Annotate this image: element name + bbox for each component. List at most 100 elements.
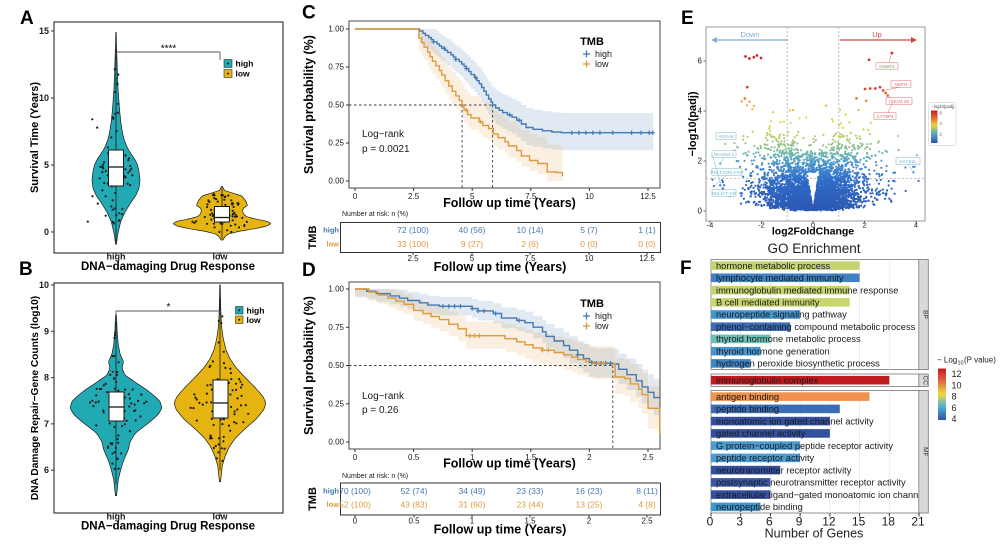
svg-text:TMB: TMB (580, 36, 604, 48)
svg-text:1.00: 1.00 (328, 25, 344, 34)
svg-text:0: 0 (698, 207, 703, 216)
svg-text:0.00: 0.00 (328, 177, 344, 186)
svg-text:0.75: 0.75 (328, 63, 344, 72)
svg-text:phenol−containing compound met: phenol−containing compound metabolic pro… (716, 322, 916, 332)
svg-text:10: 10 (958, 361, 964, 367)
svg-text:Number at risk: n (%): Number at risk: n (%) (342, 473, 408, 480)
svg-text:5: 5 (44, 160, 49, 170)
svg-text:2.5: 2.5 (408, 192, 420, 201)
svg-text:Survival probability (%): Survival probability (%) (302, 296, 316, 435)
svg-text:postsynaptic neurotransmitter: postsynaptic neurotransmitter receptor a… (716, 478, 906, 488)
svg-text:peptide receptor activity: peptide receptor activity (716, 453, 815, 463)
svg-text:F: F (680, 258, 692, 279)
svg-text:10 (14): 10 (14) (517, 225, 544, 235)
svg-text:2: 2 (862, 221, 866, 230)
svg-text:immunoglobulin complex: immunoglobulin complex (716, 375, 819, 385)
svg-text:0.50: 0.50 (328, 361, 344, 370)
svg-text:2.5: 2.5 (641, 517, 653, 526)
svg-text:Up: Up (872, 30, 882, 39)
svg-text:Log−rank: Log−rank (362, 129, 405, 140)
svg-text:low: low (327, 500, 340, 509)
svg-text:10: 10 (39, 93, 49, 103)
svg-text:C: C (302, 3, 316, 24)
svg-text:high: high (595, 311, 612, 321)
svg-text:E: E (681, 8, 694, 29)
svg-text:Down: Down (740, 30, 759, 39)
svg-text:high: high (247, 306, 265, 316)
svg-text:NEFH: NEFH (895, 82, 907, 87)
svg-text:thyroid hormone generation: thyroid hormone generation (716, 346, 830, 356)
svg-text:Follow up time (Years): Follow up time (Years) (434, 523, 567, 537)
svg-text:31 (60): 31 (60) (459, 500, 486, 510)
svg-text:12.5: 12.5 (639, 254, 655, 263)
svg-text:TMB: TMB (307, 226, 319, 250)
svg-text:1.5: 1.5 (525, 453, 537, 462)
svg-text:****: **** (161, 44, 177, 55)
svg-text:− Log: − Log (937, 356, 957, 365)
svg-text:2.5: 2.5 (642, 453, 654, 462)
svg-text:7: 7 (44, 419, 49, 429)
svg-text:9 (27): 9 (27) (461, 239, 483, 249)
svg-text:thyroid hormone metabolic proc: thyroid hormone metabolic process (716, 334, 861, 344)
svg-text:low: low (213, 252, 229, 262)
svg-text:9: 9 (44, 326, 49, 336)
svg-text:4: 4 (698, 107, 703, 116)
svg-text:immunoglobulin mediated immune: immunoglobulin mediated immune response (716, 285, 898, 295)
svg-text:neurotransmitter receptor acti: neurotransmitter receptor activity (716, 465, 852, 475)
svg-text:0.00: 0.00 (328, 438, 344, 447)
svg-text:0: 0 (353, 192, 358, 201)
svg-text:1.5: 1.5 (524, 517, 536, 526)
svg-text:low: low (327, 240, 340, 249)
svg-text:low: low (213, 512, 229, 522)
svg-text:1: 1 (470, 453, 475, 462)
svg-text:log2FoldChange: log2FoldChange (772, 226, 854, 238)
svg-text:HACE2L: HACE2L (899, 159, 917, 164)
svg-text:BP: BP (922, 310, 929, 319)
svg-text:CC: CC (922, 376, 929, 386)
svg-text:Log−rank: Log−rank (362, 391, 405, 402)
svg-text:0 (0): 0 (0) (580, 239, 598, 249)
svg-text:PNLT-CIRLY-GP: PNLT-CIRLY-GP (711, 170, 744, 175)
svg-text:7.5: 7.5 (525, 192, 537, 201)
svg-text:MF: MF (922, 447, 929, 456)
svg-text:0.25: 0.25 (328, 139, 344, 148)
svg-text:1 (1): 1 (1) (638, 225, 656, 235)
svg-text:low: low (595, 321, 609, 331)
svg-text:Follow up time (Years): Follow up time (Years) (434, 260, 567, 274)
svg-text:0.25: 0.25 (328, 400, 344, 409)
svg-text:Survival probability (%): Survival probability (%) (302, 35, 316, 174)
svg-text:−log10(padj): −log10(padj) (932, 104, 956, 109)
svg-text:6: 6 (766, 515, 773, 529)
svg-text:15: 15 (852, 515, 866, 529)
svg-text:0: 0 (707, 515, 714, 529)
svg-text:low: low (236, 69, 251, 79)
svg-text:peptide binding: peptide binding (716, 404, 779, 414)
svg-text:5: 5 (470, 254, 475, 263)
svg-text:23 (44): 23 (44) (517, 500, 544, 510)
svg-text:34 (49): 34 (49) (459, 486, 486, 496)
svg-text:0.5: 0.5 (408, 517, 420, 526)
svg-text:G protein−coupled peptide rece: G protein−coupled peptide receptor activ… (716, 441, 893, 451)
svg-text:TMB: TMB (307, 487, 319, 511)
svg-text:high: high (236, 59, 254, 69)
svg-text:2: 2 (940, 131, 943, 136)
svg-text:3: 3 (736, 515, 743, 529)
svg-text:high: high (323, 226, 339, 235)
svg-text:neuropeptide binding: neuropeptide binding (716, 502, 803, 512)
svg-text:6: 6 (698, 57, 703, 66)
svg-text:Number of Genes: Number of Genes (765, 527, 864, 541)
svg-text:2 (6): 2 (6) (521, 239, 539, 249)
svg-text:0 (0): 0 (0) (638, 239, 656, 249)
svg-text:hormone metabolic process: hormone metabolic process (716, 261, 831, 271)
svg-text:9: 9 (796, 515, 803, 529)
svg-text:gated channel activity: gated channel activity (716, 429, 806, 439)
svg-text:2: 2 (587, 453, 592, 462)
svg-text:0: 0 (353, 453, 358, 462)
svg-text:(P value): (P value) (964, 356, 996, 365)
svg-text:-2: -2 (758, 221, 765, 230)
svg-text:low: low (595, 59, 609, 69)
svg-text:0: 0 (353, 517, 358, 526)
svg-text:72 (100): 72 (100) (397, 225, 429, 235)
svg-text:6: 6 (940, 111, 943, 116)
svg-text:−log10(padj): −log10(padj) (687, 91, 699, 156)
